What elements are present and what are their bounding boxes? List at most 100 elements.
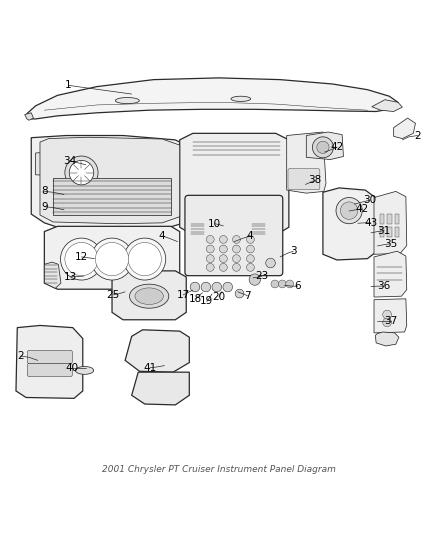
Polygon shape (16, 326, 83, 398)
Polygon shape (35, 152, 71, 176)
Circle shape (317, 141, 329, 154)
Circle shape (279, 280, 286, 288)
Circle shape (247, 263, 254, 271)
Text: 4: 4 (246, 231, 253, 241)
Text: 20: 20 (212, 292, 226, 302)
Circle shape (233, 245, 240, 253)
Polygon shape (31, 135, 193, 229)
FancyBboxPatch shape (288, 169, 320, 190)
Polygon shape (40, 138, 180, 224)
Circle shape (219, 236, 227, 244)
Text: 17: 17 (177, 290, 190, 300)
Circle shape (247, 255, 254, 263)
Polygon shape (27, 78, 398, 119)
Text: 40: 40 (65, 363, 78, 373)
Circle shape (286, 280, 293, 288)
Polygon shape (323, 188, 377, 260)
Circle shape (249, 274, 261, 285)
Circle shape (124, 238, 166, 280)
Text: 18: 18 (188, 294, 201, 304)
Circle shape (266, 258, 276, 268)
Circle shape (247, 236, 254, 244)
Polygon shape (112, 271, 186, 320)
Polygon shape (132, 372, 189, 405)
Text: 34: 34 (63, 156, 76, 166)
Text: 6: 6 (294, 281, 301, 291)
Circle shape (233, 263, 240, 271)
Bar (380, 227, 385, 237)
Text: 2001 Chrysler PT Cruiser Instrument Panel Diagram: 2001 Chrysler PT Cruiser Instrument Pane… (102, 465, 336, 474)
Text: 4: 4 (159, 231, 166, 241)
Circle shape (233, 236, 240, 244)
Circle shape (206, 245, 214, 253)
Bar (395, 214, 399, 224)
Text: 12: 12 (75, 252, 88, 262)
Ellipse shape (115, 98, 139, 103)
Text: 13: 13 (64, 271, 77, 281)
Circle shape (206, 263, 214, 271)
Text: 41: 41 (143, 363, 157, 373)
Circle shape (206, 236, 214, 244)
Text: 36: 36 (378, 281, 391, 291)
Bar (53, 178, 171, 215)
Circle shape (60, 238, 102, 280)
Circle shape (95, 243, 129, 276)
Text: 8: 8 (41, 187, 48, 196)
Polygon shape (372, 100, 403, 111)
Ellipse shape (75, 367, 94, 374)
Bar (387, 214, 392, 224)
Circle shape (206, 255, 214, 263)
Circle shape (223, 282, 233, 292)
Text: 1: 1 (65, 80, 72, 90)
Circle shape (340, 202, 358, 220)
Circle shape (383, 310, 392, 319)
Text: 42: 42 (330, 142, 343, 152)
Polygon shape (125, 330, 189, 372)
Circle shape (233, 255, 240, 263)
Circle shape (247, 245, 254, 253)
Circle shape (212, 282, 222, 292)
Circle shape (219, 245, 227, 253)
Text: 38: 38 (308, 175, 321, 185)
Text: 35: 35 (384, 239, 397, 249)
Bar (380, 214, 385, 224)
FancyBboxPatch shape (27, 350, 72, 364)
Text: 42: 42 (356, 204, 369, 214)
Circle shape (235, 289, 244, 298)
FancyBboxPatch shape (185, 195, 283, 276)
Polygon shape (375, 332, 399, 346)
Text: 10: 10 (208, 219, 221, 229)
Polygon shape (180, 133, 289, 235)
Text: 2: 2 (414, 131, 421, 141)
Text: 25: 25 (107, 290, 120, 300)
Bar (387, 227, 392, 237)
Text: 19: 19 (200, 296, 213, 306)
Circle shape (383, 318, 392, 327)
Circle shape (65, 243, 98, 276)
Circle shape (91, 238, 133, 280)
Circle shape (312, 137, 333, 158)
Circle shape (271, 280, 279, 288)
Polygon shape (374, 191, 407, 254)
Circle shape (190, 282, 200, 292)
Bar (395, 227, 399, 237)
Polygon shape (44, 262, 61, 288)
Circle shape (219, 263, 227, 271)
Text: 31: 31 (378, 225, 391, 236)
Circle shape (128, 243, 161, 276)
Polygon shape (374, 299, 407, 333)
Text: 30: 30 (363, 195, 376, 205)
Polygon shape (25, 113, 33, 120)
Polygon shape (44, 227, 180, 289)
Text: 3: 3 (290, 246, 297, 256)
Text: 37: 37 (384, 316, 397, 326)
Text: 23: 23 (255, 271, 268, 281)
Text: 2: 2 (17, 351, 24, 361)
Circle shape (69, 160, 94, 185)
Circle shape (65, 156, 98, 189)
Circle shape (336, 198, 362, 224)
Text: 9: 9 (41, 201, 48, 212)
Polygon shape (394, 118, 416, 139)
Circle shape (201, 282, 211, 292)
Ellipse shape (231, 96, 251, 101)
